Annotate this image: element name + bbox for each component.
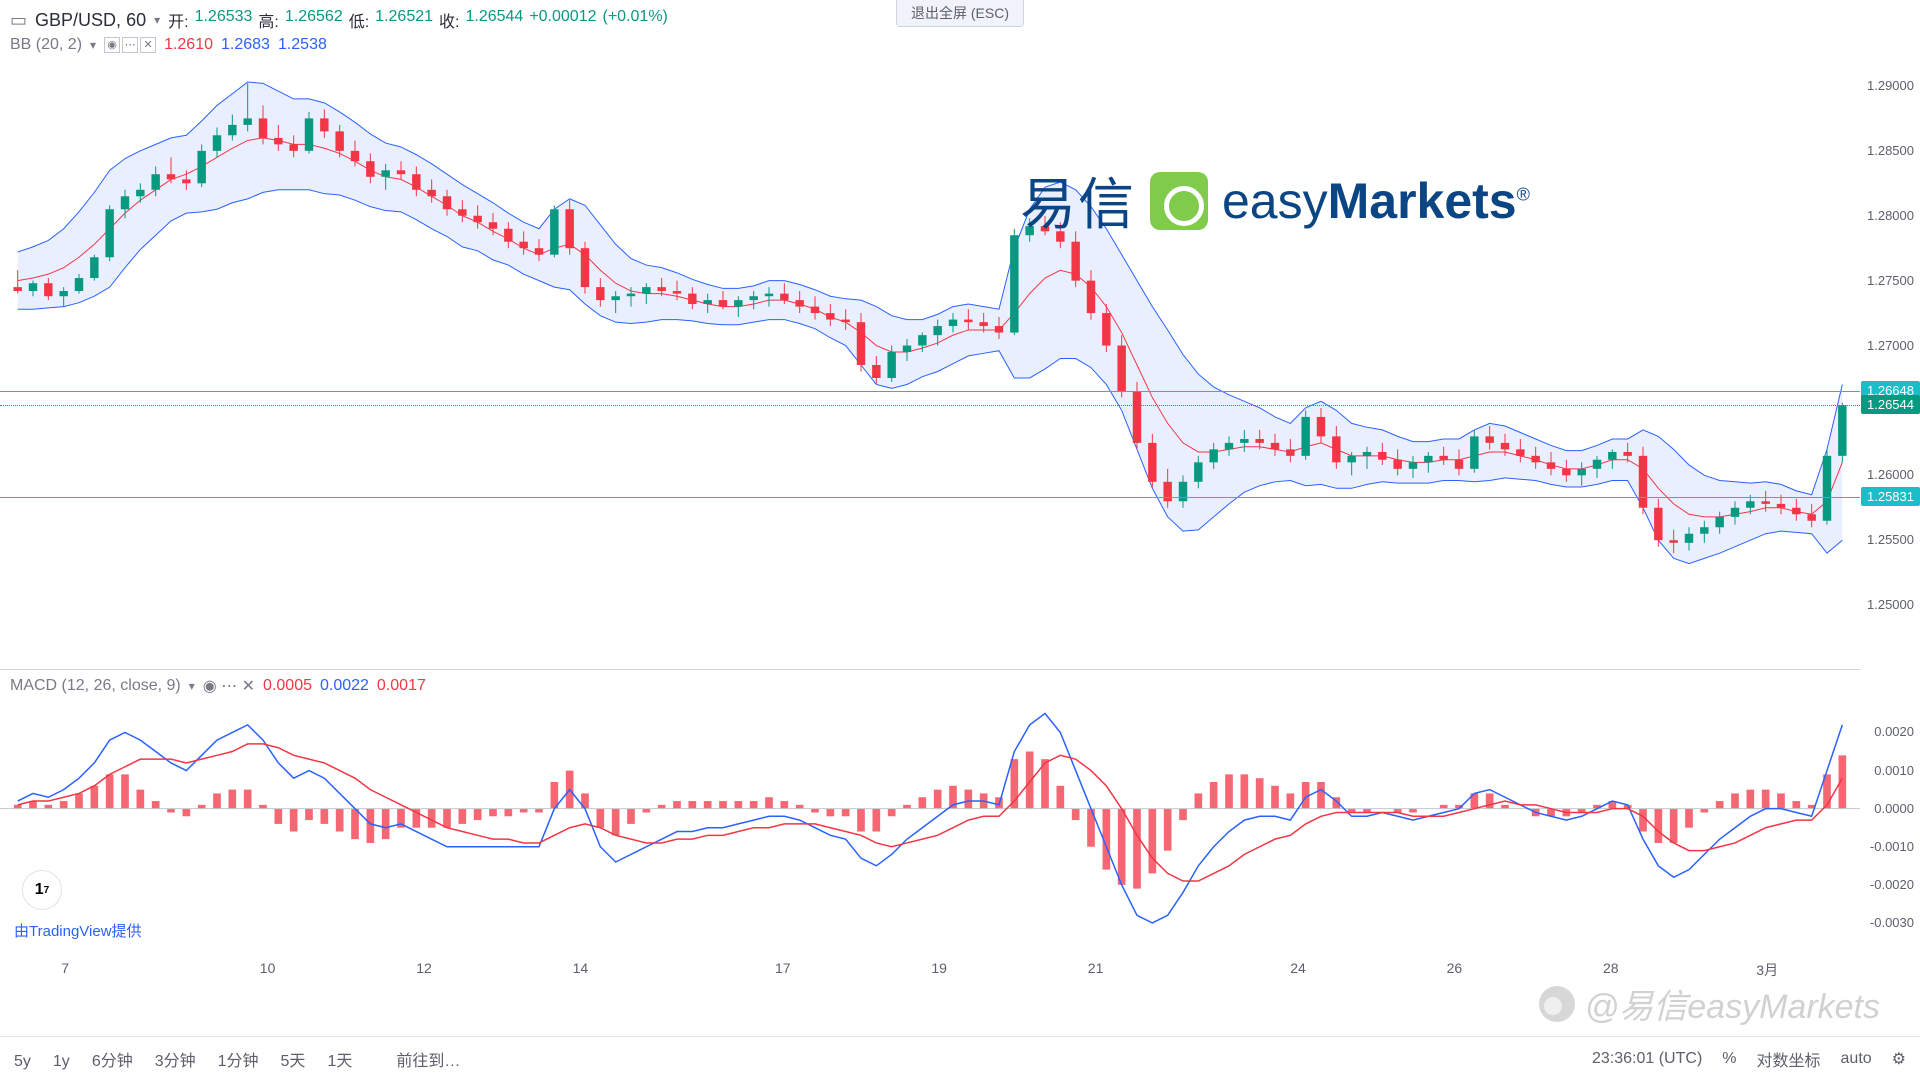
auto-scale-toggle[interactable]: auto	[1841, 1050, 1872, 1068]
y-tick: 1.28500	[1867, 143, 1914, 158]
bottom-toolbar: 5y1y6分钟3分钟1分钟5天1天 前往到… 23:36:01 (UTC) % …	[0, 1036, 1920, 1080]
y-tick: -0.0030	[1870, 915, 1914, 930]
brand-watermark: 易信 easyMarkets®	[1020, 160, 1530, 241]
macd-label[interactable]: MACD (12, 26, close, 9)	[10, 677, 181, 695]
ohlc-readout: 开:1.26533 高:1.26562 低:1.26521 收:1.26544 …	[168, 8, 668, 32]
tradingview-badge-icon[interactable]: 17	[22, 870, 62, 910]
bb-label[interactable]: BB (20, 2)	[10, 36, 82, 54]
log-scale-toggle[interactable]: 对数坐标	[1757, 1047, 1821, 1071]
x-tick: 7	[61, 960, 69, 976]
range-button[interactable]: 1分钟	[218, 1053, 259, 1070]
macd-signal-value: 0.0017	[377, 677, 426, 695]
bb-upper-value: 1.2683	[221, 36, 270, 54]
dropdown-icon[interactable]: ▾	[154, 13, 160, 27]
bb-indicator-row: BB (20, 2) ▾ ◉ ⋯ ✕ 1.2610 1.2683 1.2538	[10, 36, 327, 54]
range-button[interactable]: 1y	[53, 1053, 70, 1070]
bb-lower-value: 1.2538	[278, 36, 327, 54]
x-tick: 12	[416, 960, 432, 976]
chevron-down-icon[interactable]: ▾	[90, 38, 96, 52]
goto-button[interactable]: 前往到…	[396, 1047, 460, 1071]
y-tick: 1.25500	[1867, 532, 1914, 547]
x-tick: 28	[1603, 960, 1619, 976]
price-line-current	[0, 405, 1860, 406]
horizontal-line-upper[interactable]	[0, 391, 1860, 392]
tradingview-credit[interactable]: 由TradingView提供	[14, 920, 142, 941]
macd-hist-value: 0.0005	[263, 677, 312, 695]
x-tick: 14	[573, 960, 589, 976]
y-tick: 1.28000	[1867, 208, 1914, 223]
y-tick: 1.27500	[1867, 273, 1914, 288]
x-tick: 24	[1290, 960, 1306, 976]
range-button[interactable]: 3分钟	[155, 1053, 196, 1070]
chart-header: ▭ GBP/USD, 60 ▾ 开:1.26533 高:1.26562 低:1.…	[10, 8, 668, 32]
x-tick: 21	[1088, 960, 1104, 976]
range-button[interactable]: 1天	[327, 1053, 352, 1070]
x-tick: 26	[1447, 960, 1463, 976]
y-tick: 1.27000	[1867, 338, 1914, 353]
expand-icon[interactable]: ▭	[10, 10, 27, 31]
y-tick: 0.0010	[1874, 763, 1914, 778]
chevron-down-icon[interactable]: ▾	[189, 679, 195, 693]
macd-y-axis[interactable]: -0.0030 -0.0020 -0.0010 0.0000 0.0010 0.0020	[1860, 672, 1920, 952]
y-tick: 0.0020	[1874, 724, 1914, 739]
settings-icon[interactable]: ⋯	[221, 678, 237, 695]
gear-icon[interactable]: ⚙	[1892, 1049, 1906, 1069]
macd-value: 0.0022	[320, 677, 369, 695]
settings-icon[interactable]: ⋯	[122, 37, 138, 53]
x-tick: 3月	[1756, 960, 1778, 980]
y-tick: 0.0000	[1874, 801, 1914, 816]
close-icon[interactable]: ✕	[140, 37, 156, 53]
horizontal-line-lower[interactable]	[0, 497, 1860, 498]
macd-indicator-row: MACD (12, 26, close, 9) ▾ ◉ ⋯ ✕ 0.0005 0…	[10, 676, 426, 696]
range-button[interactable]: 6分钟	[92, 1053, 133, 1070]
y-tick: 1.25000	[1867, 597, 1914, 612]
x-tick: 19	[931, 960, 947, 976]
x-tick: 10	[260, 960, 276, 976]
x-tick: 17	[775, 960, 791, 976]
y-tick: -0.0010	[1870, 839, 1914, 854]
y-tick: 1.26000	[1867, 467, 1914, 482]
y-tick: -0.0020	[1870, 877, 1914, 892]
eye-icon[interactable]: ◉	[203, 678, 217, 695]
eye-icon[interactable]: ◉	[104, 37, 120, 53]
range-button[interactable]: 5天	[281, 1053, 306, 1070]
range-button[interactable]: 5y	[14, 1053, 31, 1070]
weibo-icon	[1537, 984, 1577, 1024]
clock-readout: 23:36:01 (UTC)	[1592, 1050, 1702, 1068]
price-tag: 1.25831	[1861, 487, 1920, 506]
y-tick: 1.29000	[1867, 78, 1914, 93]
exit-fullscreen-button[interactable]: 退出全屏 (ESC)	[896, 0, 1024, 27]
price-tag: 1.26544	[1861, 395, 1920, 414]
symbol-label[interactable]: GBP/USD, 60	[35, 10, 146, 31]
close-icon[interactable]: ✕	[242, 678, 255, 695]
price-y-axis[interactable]: 1.250001.255001.260001.265001.270001.275…	[1860, 60, 1920, 670]
brand-icon	[1150, 172, 1208, 230]
weibo-watermark: @易信easyMarkets	[1537, 979, 1880, 1028]
percent-toggle[interactable]: %	[1722, 1050, 1736, 1068]
macd-panel[interactable]: MACD (12, 26, close, 9) ▾ ◉ ⋯ ✕ 0.0005 0…	[0, 672, 1860, 952]
bb-mid-value: 1.2610	[164, 36, 213, 54]
price-chart[interactable]	[0, 60, 1860, 670]
